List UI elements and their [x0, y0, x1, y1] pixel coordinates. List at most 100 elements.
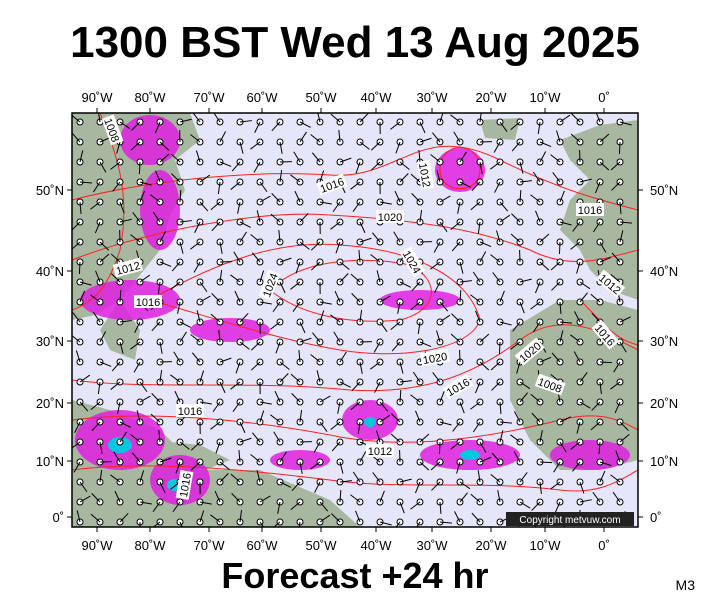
barb-staff — [553, 461, 561, 473]
barb-staff — [511, 213, 521, 223]
barb-staff — [231, 493, 241, 503]
barb-staff — [95, 270, 101, 283]
barb-staff — [291, 393, 301, 403]
barb-staff — [372, 232, 381, 243]
barb-staff — [519, 161, 524, 174]
barb-staff — [390, 433, 401, 443]
barb-staff — [194, 221, 201, 233]
barb-staff — [619, 341, 627, 353]
barb-staff — [330, 113, 341, 123]
barb-staff — [399, 361, 404, 374]
barb-staff — [359, 451, 367, 463]
barb-staff — [430, 261, 441, 270]
barb-staff — [139, 470, 145, 483]
barb-staff — [550, 481, 561, 490]
barb-staff — [450, 441, 461, 450]
barb-staff — [614, 401, 621, 414]
barb-staff — [416, 521, 421, 527]
barb-staff — [79, 181, 92, 184]
barb-staff — [158, 430, 161, 443]
barb-staff — [250, 454, 261, 463]
barb-staff — [172, 501, 181, 513]
barb-staff — [119, 320, 132, 323]
barb-staff — [152, 211, 161, 223]
barb-staff — [271, 193, 281, 203]
longitude-label: 90˚W — [81, 90, 113, 105]
barb-staff — [572, 461, 581, 472]
barb-staff — [139, 501, 152, 505]
barb-staff — [139, 381, 148, 393]
barb-staff — [310, 354, 321, 363]
barb-staff — [73, 461, 81, 473]
barb-staff — [293, 151, 301, 163]
barb-staff — [519, 278, 532, 283]
barb-staff — [319, 301, 332, 305]
barb-staff — [252, 432, 261, 443]
barb-staff — [79, 281, 92, 286]
barb-staff — [259, 410, 265, 423]
barb-staff — [474, 381, 481, 394]
latitude-label: 50˚N — [36, 183, 64, 198]
barb-staff — [450, 333, 461, 343]
barb-staff — [516, 361, 521, 374]
barb-staff — [99, 331, 107, 343]
barb-staff — [511, 141, 521, 152]
barb-staff — [410, 394, 421, 403]
barb-staff — [196, 310, 201, 323]
barb-staff — [379, 490, 385, 503]
barb-staff — [419, 137, 432, 143]
barb-staff — [390, 121, 401, 130]
barb-staff — [470, 201, 481, 211]
barb-staff — [275, 341, 281, 354]
barb-staff — [490, 161, 501, 170]
latitude-label: 40˚N — [650, 264, 678, 279]
barb-staff — [590, 293, 601, 303]
barb-staff — [239, 510, 243, 523]
longitude-label: 10˚W — [529, 90, 561, 105]
barb-staff — [450, 114, 461, 123]
barb-staff — [550, 154, 561, 163]
barb-staff — [219, 131, 227, 143]
barb-staff — [250, 341, 261, 351]
barb-staff — [434, 281, 441, 293]
barb-staff — [510, 121, 521, 130]
barb-staff — [339, 261, 350, 270]
barb-staff — [376, 270, 381, 283]
barb-staff — [212, 401, 221, 413]
barb-staff — [579, 401, 591, 409]
barb-staff — [359, 113, 369, 123]
barb-staff — [519, 180, 532, 183]
barb-staff — [210, 313, 221, 323]
barb-staff — [270, 321, 281, 330]
barb-staff — [572, 221, 581, 232]
longitude-label: 70˚W — [193, 538, 225, 553]
barb-staff — [395, 141, 401, 154]
barb-staff — [590, 421, 601, 431]
barb-staff — [519, 501, 531, 509]
barb-staff — [319, 170, 325, 183]
barb-staff — [91, 493, 101, 503]
barb-staff — [592, 492, 601, 503]
barb-staff — [576, 261, 581, 274]
barb-staff — [439, 195, 451, 203]
barb-staff — [99, 241, 110, 251]
barb-staff — [579, 292, 589, 303]
barb-staff — [150, 413, 161, 423]
barb-staff — [110, 161, 121, 170]
barb-staff — [576, 421, 581, 434]
barb-staff — [152, 521, 161, 527]
barb-staff — [499, 321, 512, 326]
barb-staff — [210, 421, 221, 430]
barb-staff — [175, 461, 181, 474]
barb-staff — [611, 252, 621, 263]
isobar-label-box — [591, 319, 620, 350]
isobar-label-box — [576, 203, 604, 216]
barb-staff — [419, 341, 432, 348]
barb-staff — [239, 221, 251, 228]
barb-staff — [394, 190, 401, 203]
barb-staff — [611, 181, 621, 191]
isobar-label-box — [514, 337, 545, 366]
barb-staff — [439, 301, 449, 312]
barb-staff — [179, 220, 192, 223]
barb-staff — [496, 230, 501, 243]
